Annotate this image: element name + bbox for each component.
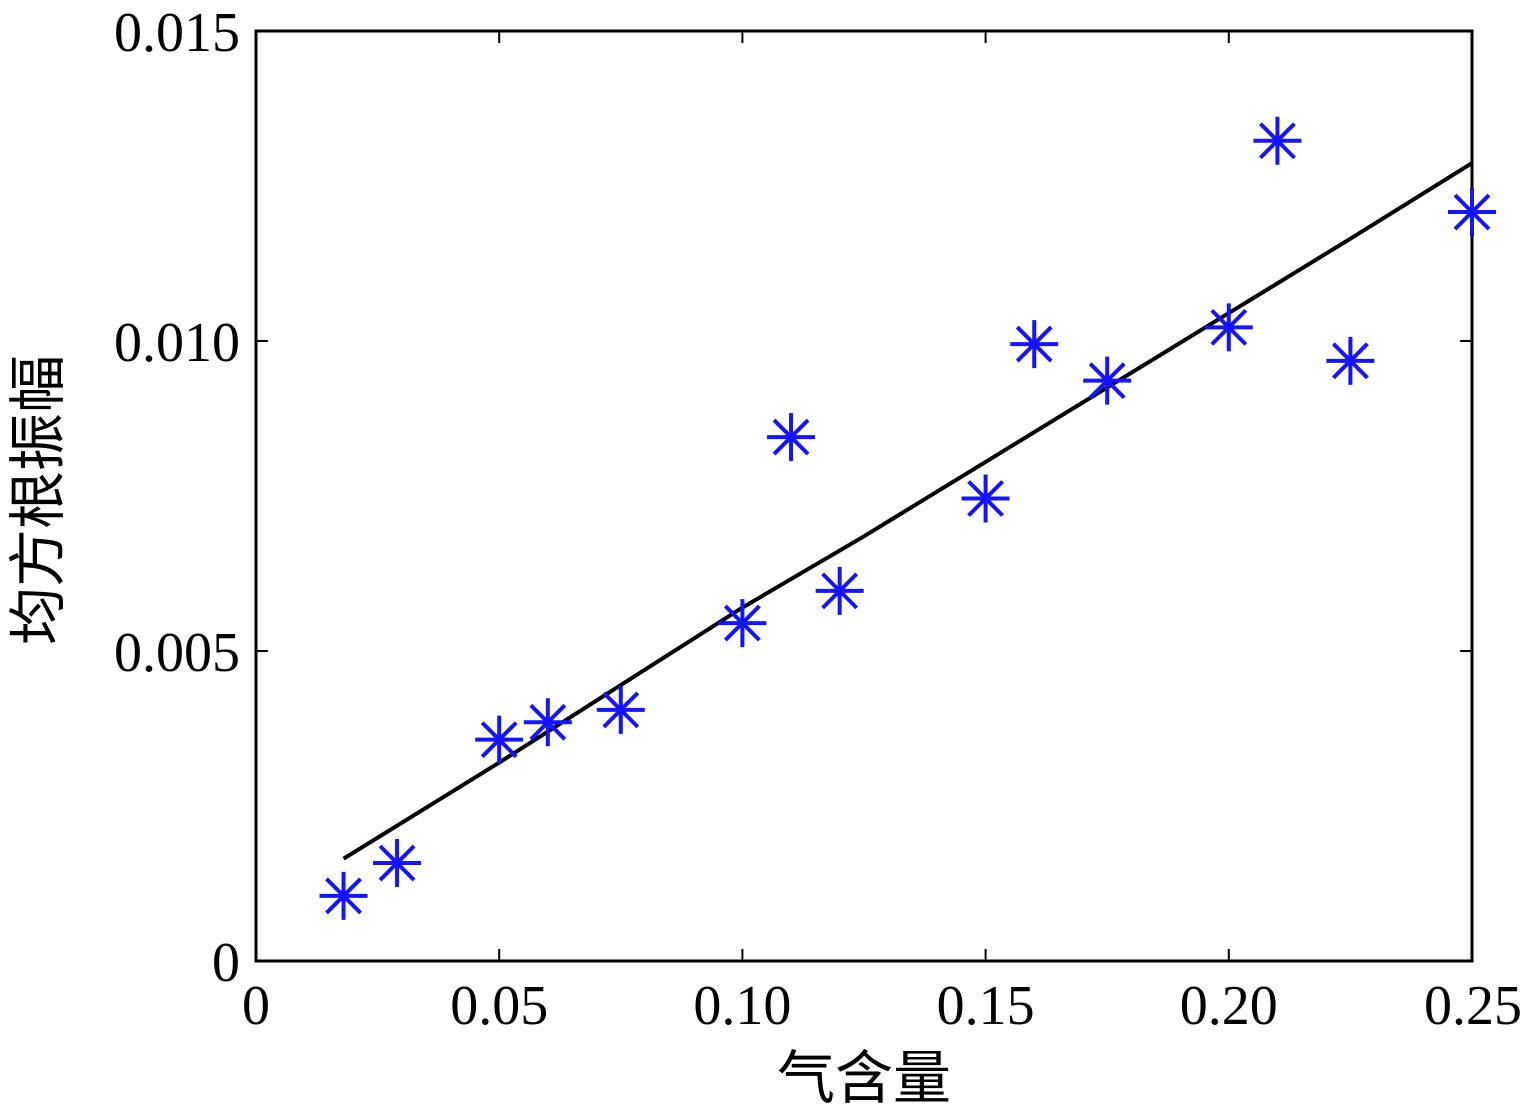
y-tick-label: 0: [212, 932, 240, 994]
x-tick-label: 0: [242, 975, 270, 1037]
asterisk-stroke: [1210, 308, 1248, 346]
asterisk-stroke: [1453, 193, 1491, 231]
y-tick-label: 0.010: [114, 312, 240, 374]
data-point: [718, 599, 767, 648]
data-point: [319, 871, 368, 920]
asterisk-stroke: [1088, 362, 1126, 400]
data-point: [1326, 336, 1375, 385]
data-point: [596, 685, 645, 734]
asterisk-stroke: [1259, 122, 1296, 160]
y-axis-ticks: 0 0.005 0.010 0.015: [114, 2, 1472, 994]
x-tick-label: 0.05: [450, 975, 548, 1037]
asterisk-stroke: [602, 691, 640, 729]
asterisk-stroke: [325, 877, 362, 915]
y-axis-title: 均方根振幅: [4, 355, 72, 645]
asterisk-stroke: [723, 604, 761, 642]
asterisk-stroke: [529, 703, 567, 741]
data-point: [961, 474, 1010, 523]
x-axis-title: 气含量: [777, 1044, 951, 1112]
y-tick-label: 0.015: [114, 2, 240, 64]
x-tick-label: 0.25: [1424, 975, 1522, 1037]
data-point: [373, 839, 422, 888]
asterisk-stroke: [821, 572, 859, 610]
asterisk-stroke: [378, 844, 416, 882]
x-tick-label: 0.10: [693, 975, 791, 1037]
data-point: [1253, 116, 1302, 165]
data-point: [767, 413, 816, 462]
y-tick-label: 0.005: [114, 622, 240, 684]
plot-frame: [254, 29, 1474, 963]
x-tick-label: 0.20: [1180, 975, 1278, 1037]
asterisk-stroke: [967, 480, 1005, 517]
data-point: [1204, 303, 1253, 352]
data-point: [815, 566, 864, 615]
asterisk-stroke: [1015, 325, 1053, 363]
data-point: [1448, 188, 1496, 237]
data-point: [475, 715, 524, 764]
data-point: [1083, 356, 1132, 405]
data-point: [523, 698, 572, 747]
asterisk-stroke: [1331, 342, 1369, 380]
x-tick-label: 0.15: [937, 975, 1035, 1037]
x-axis-ticks: 0 0.05 0.10 0.15 0.20 0.25: [242, 31, 1522, 1037]
data-point: [1010, 320, 1059, 369]
asterisk-stroke: [480, 721, 518, 759]
scatter-layer: [319, 116, 1496, 920]
asterisk-stroke: [772, 418, 810, 456]
